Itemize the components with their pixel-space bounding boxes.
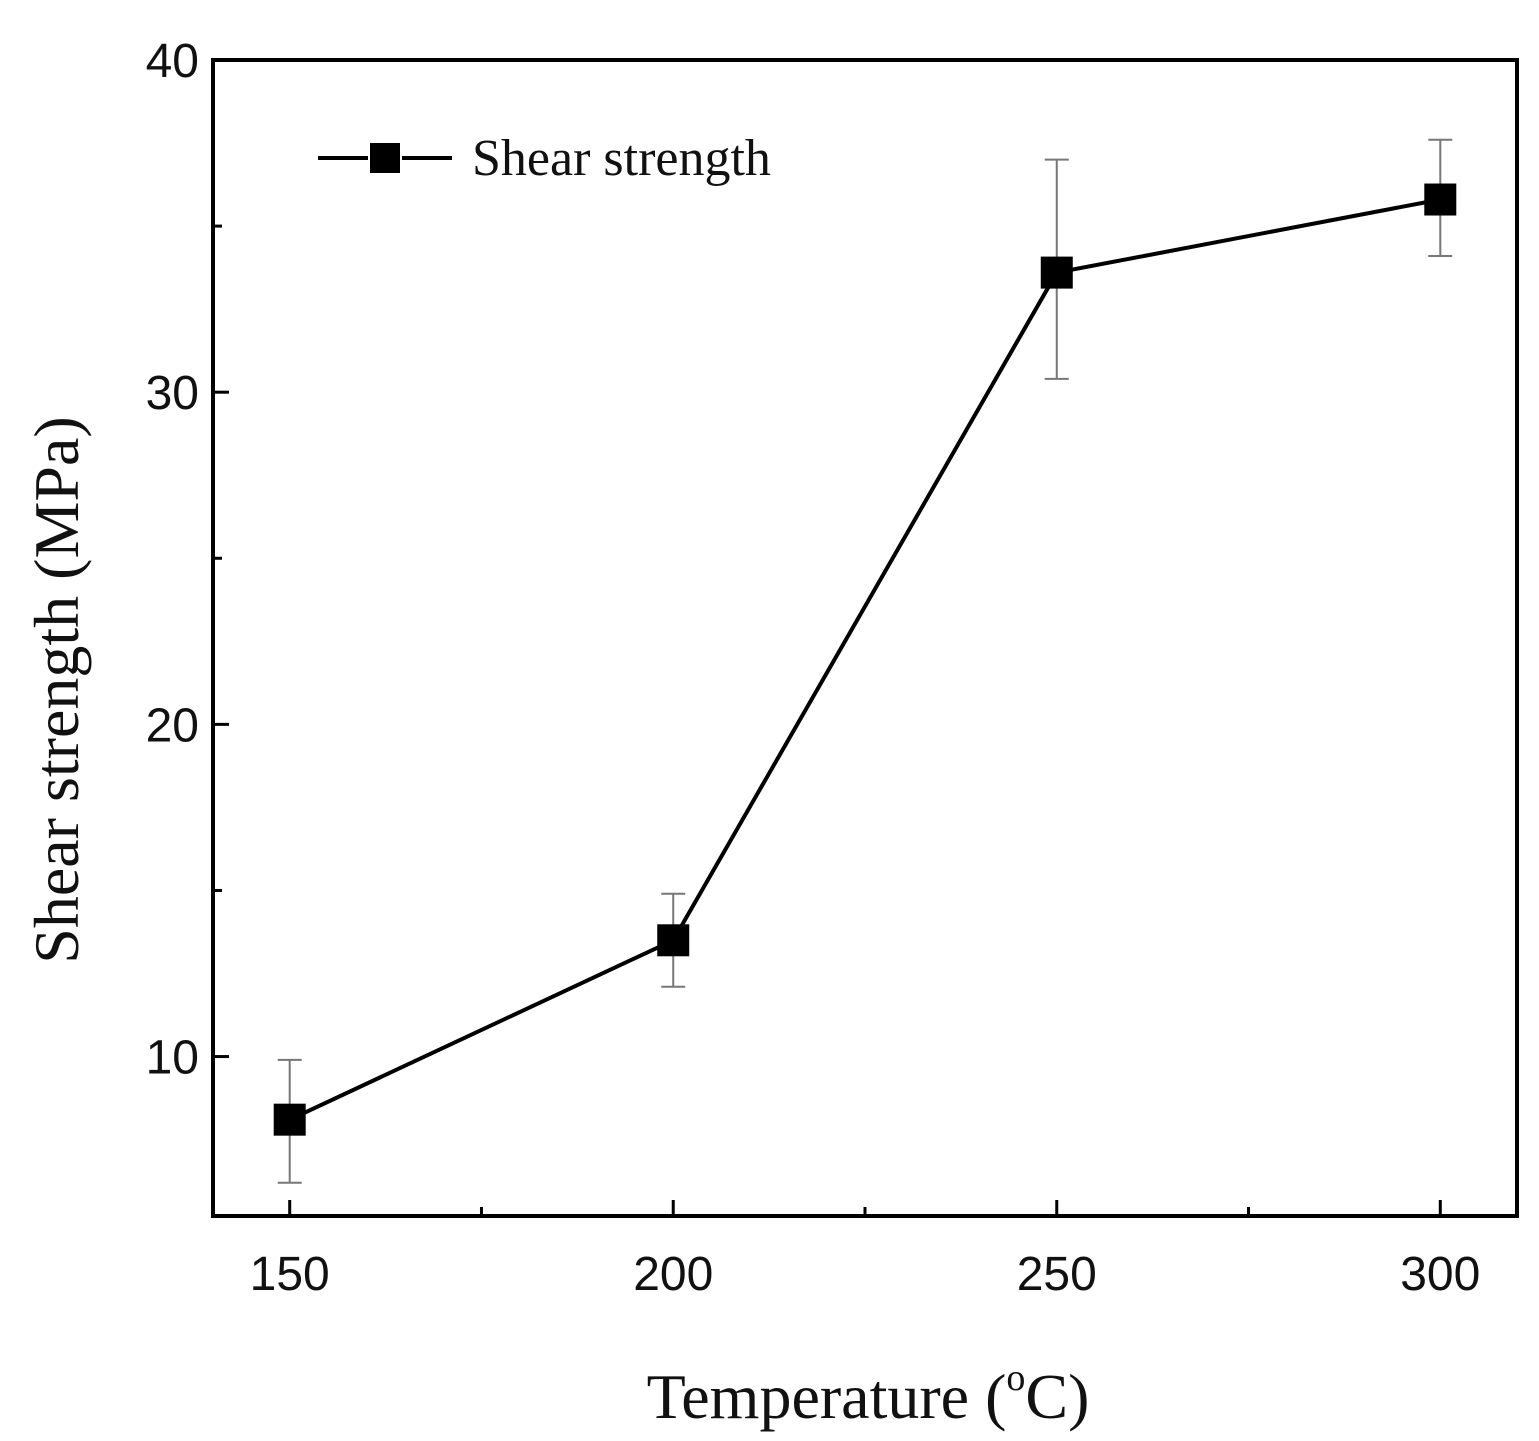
x-tick-label-250: 250	[1017, 1248, 1097, 1301]
legend-label: Shear strength	[472, 130, 771, 187]
x-axis-title-main: Temperature (	[647, 1361, 1007, 1432]
x-tick-label-200: 200	[633, 1248, 713, 1301]
data-point-300	[1424, 183, 1457, 216]
x-axis-title-suffix: C)	[1025, 1361, 1089, 1432]
series-line	[288, 197, 1441, 1122]
y-tick-label-10: 10	[146, 1032, 199, 1085]
data-point-250	[1040, 256, 1073, 289]
x-axis-title: Temperature (oC)	[647, 1357, 1090, 1432]
legend-marker	[370, 143, 400, 173]
legend: Shear strength	[318, 130, 771, 187]
x-tick-label-300: 300	[1400, 1248, 1480, 1301]
y-tick-label-20: 20	[146, 699, 199, 752]
series-shear-strength	[273, 183, 1457, 1136]
error-bars	[277, 138, 1453, 1184]
data-point-150	[273, 1103, 306, 1136]
data-point-200	[657, 924, 690, 957]
x-axis-title-superscript: o	[1006, 1357, 1025, 1399]
y-axis-title: Shear strength (MPa)	[21, 416, 92, 963]
x-tick-label-150: 150	[250, 1248, 330, 1301]
plot-frame	[211, 58, 1519, 1218]
y-tick-label-30: 30	[146, 367, 199, 420]
axes: 150 200 250 300 10 20 30 40	[146, 35, 1519, 1301]
y-tick-label-40: 40	[146, 35, 199, 88]
